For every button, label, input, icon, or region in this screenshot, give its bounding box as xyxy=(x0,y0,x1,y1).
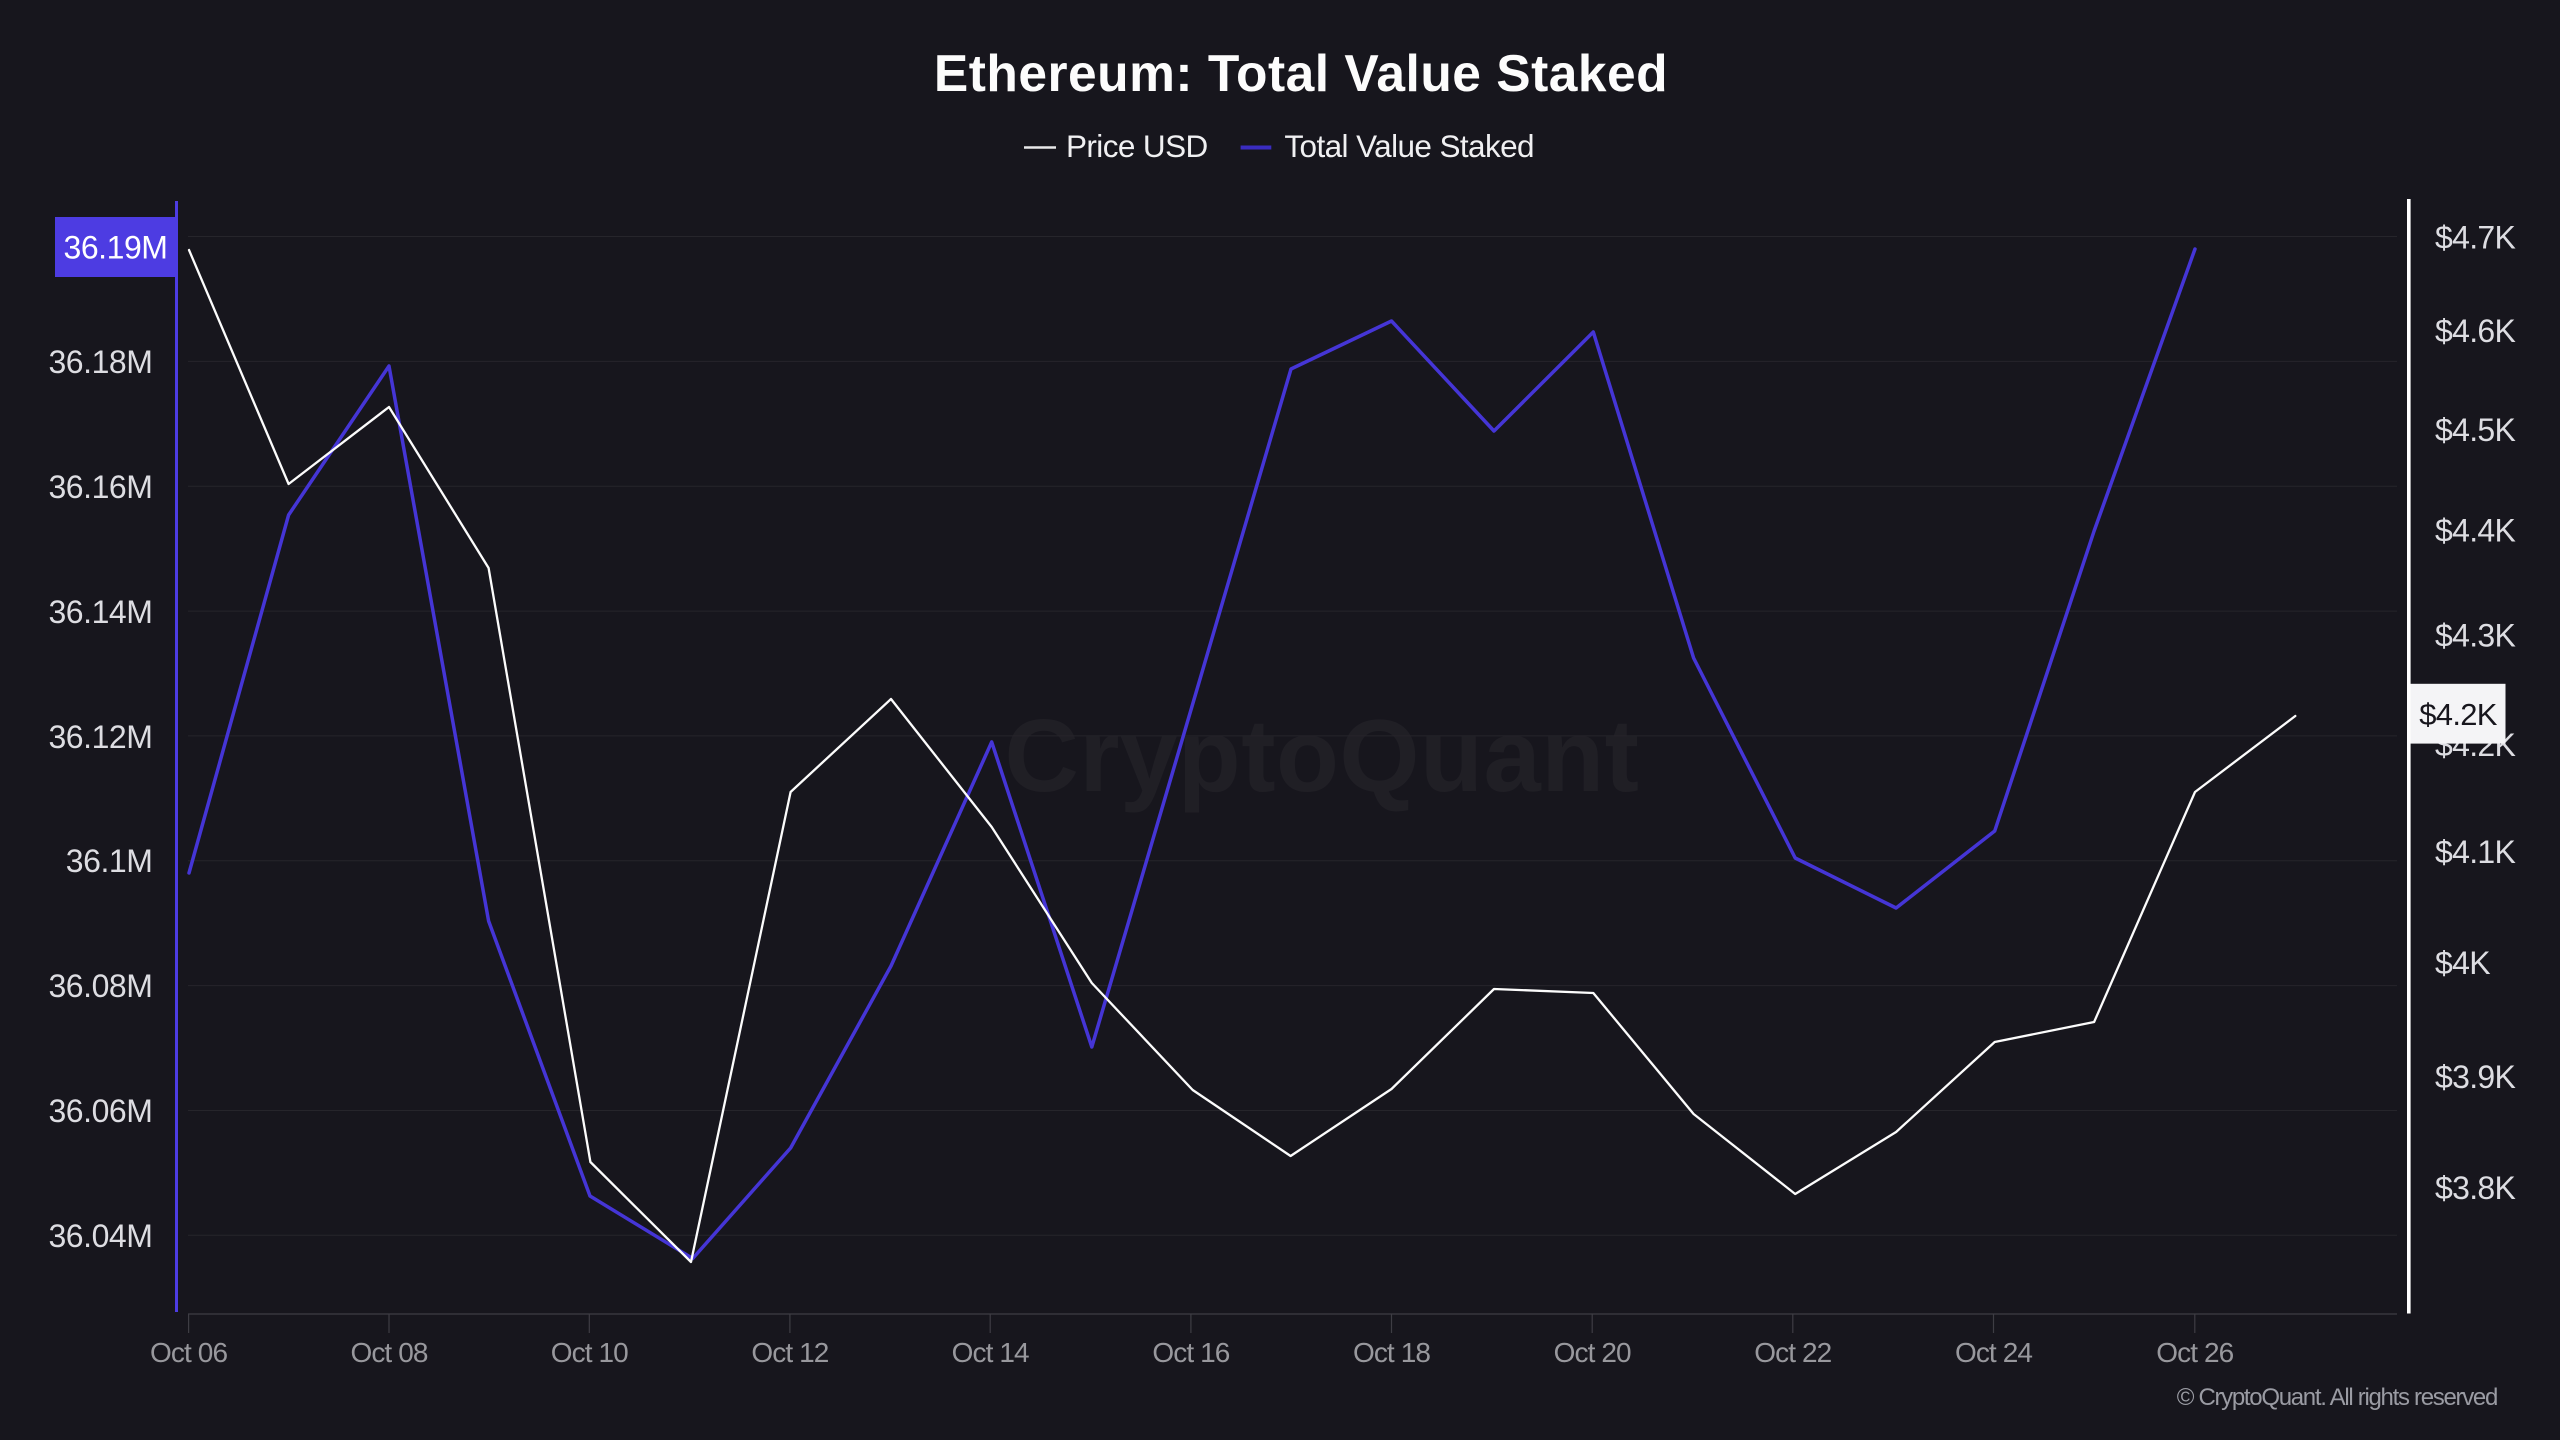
svg-text:$4K: $4K xyxy=(2435,945,2490,981)
svg-text:Oct 22: Oct 22 xyxy=(1754,1337,1831,1368)
svg-text:Oct 10: Oct 10 xyxy=(551,1337,628,1368)
svg-text:$3.8K: $3.8K xyxy=(2435,1170,2515,1206)
svg-text:$4.3K: $4.3K xyxy=(2435,618,2515,654)
svg-text:Ethereum: Total Value Staked: Ethereum: Total Value Staked xyxy=(934,44,1668,102)
svg-text:36.04M: 36.04M xyxy=(48,1218,152,1254)
svg-text:Total Value Staked: Total Value Staked xyxy=(1284,128,1534,164)
svg-text:© CryptoQuant. All rights rese: © CryptoQuant. All rights reserved xyxy=(2177,1384,2497,1411)
svg-text:36.19M: 36.19M xyxy=(63,230,167,266)
svg-text:Price USD: Price USD xyxy=(1066,128,1208,164)
svg-text:$4.7K: $4.7K xyxy=(2435,220,2515,256)
svg-text:$4.2K: $4.2K xyxy=(2419,697,2498,732)
svg-text:36.1M: 36.1M xyxy=(66,843,153,879)
svg-text:Oct 08: Oct 08 xyxy=(350,1337,427,1368)
svg-text:36.08M: 36.08M xyxy=(48,968,152,1004)
svg-text:$4.4K: $4.4K xyxy=(2435,513,2515,549)
svg-text:Oct 26: Oct 26 xyxy=(2156,1337,2233,1368)
svg-text:36.18M: 36.18M xyxy=(48,344,152,380)
svg-text:$4.1K: $4.1K xyxy=(2435,834,2515,870)
svg-text:36.06M: 36.06M xyxy=(48,1093,152,1129)
svg-text:$4.5K: $4.5K xyxy=(2435,412,2515,448)
svg-text:Oct 12: Oct 12 xyxy=(751,1337,828,1368)
svg-text:Oct 20: Oct 20 xyxy=(1554,1337,1631,1368)
svg-text:36.14M: 36.14M xyxy=(48,594,152,630)
svg-text:Oct 06: Oct 06 xyxy=(150,1337,227,1368)
svg-text:Oct 16: Oct 16 xyxy=(1152,1337,1229,1368)
svg-text:36.12M: 36.12M xyxy=(48,719,152,755)
svg-text:$3.9K: $3.9K xyxy=(2435,1059,2515,1095)
svg-text:$4.6K: $4.6K xyxy=(2435,313,2515,349)
svg-text:Oct 18: Oct 18 xyxy=(1353,1337,1430,1368)
svg-text:36.16M: 36.16M xyxy=(48,469,152,505)
svg-text:CryptoQuant: CryptoQuant xyxy=(1005,698,1640,813)
svg-text:Oct 14: Oct 14 xyxy=(952,1337,1029,1368)
svg-text:Oct 24: Oct 24 xyxy=(1955,1337,2032,1368)
